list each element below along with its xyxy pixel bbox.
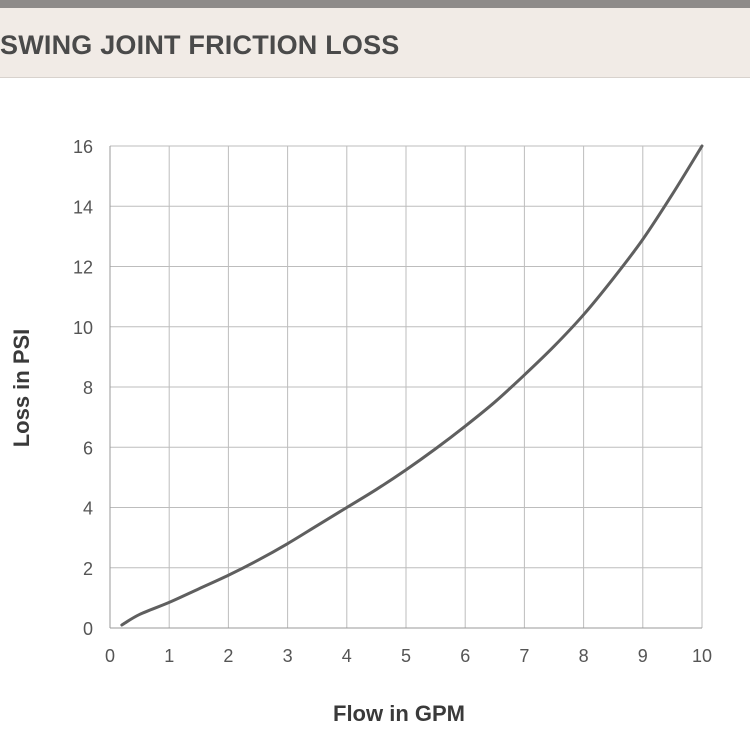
y-tick-label: 12 bbox=[73, 258, 93, 278]
series-layer bbox=[120, 144, 704, 627]
title-band bbox=[0, 0, 750, 78]
x-tick-label: 10 bbox=[692, 646, 712, 666]
y-tick-label: 8 bbox=[83, 378, 93, 398]
y-tick-label: 4 bbox=[83, 499, 93, 519]
chart-title: SWING JOINT FRICTION LOSS bbox=[0, 30, 400, 60]
x-tick-label: 1 bbox=[164, 646, 174, 666]
x-tick-label: 8 bbox=[579, 646, 589, 666]
x-tick-label: 0 bbox=[105, 646, 115, 666]
y-tick-label: 2 bbox=[83, 559, 93, 579]
x-tick-label: 3 bbox=[283, 646, 293, 666]
x-axis-label: Flow in GPM bbox=[333, 701, 465, 726]
x-tick-label: 5 bbox=[401, 646, 411, 666]
x-tick-label: 4 bbox=[342, 646, 352, 666]
series-line-0 bbox=[120, 144, 704, 627]
grid-layer bbox=[109, 145, 703, 629]
y-tick-label: 10 bbox=[73, 318, 93, 338]
x-tick-label: 6 bbox=[460, 646, 470, 666]
y-tick-label: 16 bbox=[73, 137, 93, 157]
x-tick-label: 7 bbox=[519, 646, 529, 666]
x-tick-label: 9 bbox=[638, 646, 648, 666]
y-tick-label: 14 bbox=[73, 197, 93, 217]
y-tick-label: 0 bbox=[83, 619, 93, 639]
y-tick-label: 6 bbox=[83, 438, 93, 458]
y-axis-label: Loss in PSI bbox=[9, 329, 34, 448]
x-tick-label: 2 bbox=[223, 646, 233, 666]
